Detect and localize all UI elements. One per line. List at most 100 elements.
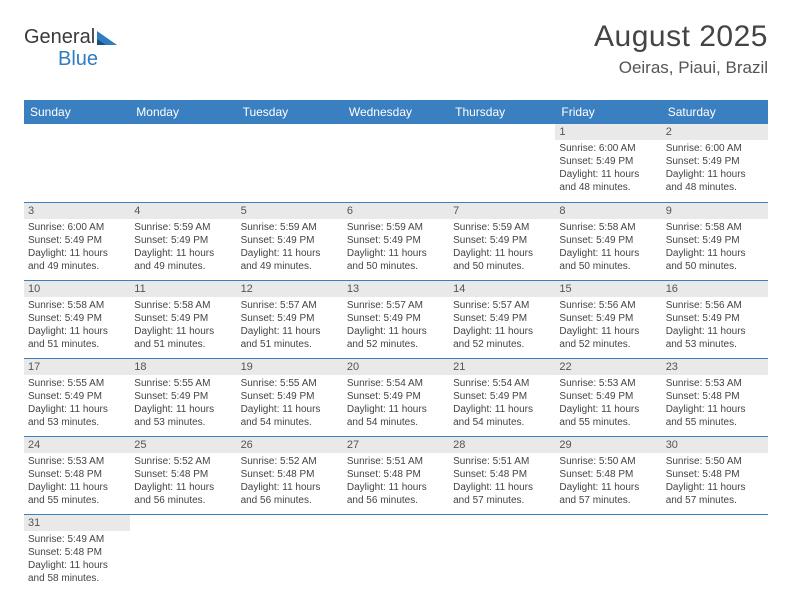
cell-line-sunrise: Sunrise: 5:51 AM — [453, 455, 551, 468]
day-number: 16 — [662, 281, 768, 297]
cell-line-daylight1: Daylight: 11 hours — [559, 247, 657, 260]
cell-line-sunset: Sunset: 5:49 PM — [134, 390, 232, 403]
day-number: 12 — [237, 281, 343, 297]
cell-line-daylight1: Daylight: 11 hours — [28, 247, 126, 260]
calendar-cell: 2Sunrise: 6:00 AMSunset: 5:49 PMDaylight… — [662, 124, 768, 202]
day-number: 18 — [130, 359, 236, 375]
cell-line-daylight1: Daylight: 11 hours — [347, 403, 445, 416]
day-number: 17 — [24, 359, 130, 375]
calendar-cell-empty — [555, 514, 661, 592]
calendar-cell: 31 Sunrise: 5:49 AMSunset: 5:48 PMDayligh… — [24, 514, 130, 592]
cell-line-daylight2: and 55 minutes. — [559, 416, 657, 429]
day-number: 29 — [555, 437, 661, 453]
calendar-cell: 5Sunrise: 5:59 AMSunset: 5:49 PMDaylight… — [237, 202, 343, 280]
cell-line-sunset: Sunset: 5:49 PM — [241, 390, 339, 403]
cell-body: Sunrise: 5:53 AMSunset: 5:49 PMDaylight:… — [559, 377, 657, 429]
cell-line-daylight2: and 56 minutes. — [134, 494, 232, 507]
cell-body: Sunrise: 5:52 AMSunset: 5:48 PMDaylight:… — [134, 455, 232, 507]
calendar-body: 1Sunrise: 6:00 AMSunset: 5:49 PMDaylight… — [24, 124, 768, 592]
cell-line-daylight2: and 52 minutes. — [453, 338, 551, 351]
cell-line-daylight1: Daylight: 11 hours — [453, 481, 551, 494]
cell-body: Sunrise: 5:55 AMSunset: 5:49 PMDaylight:… — [134, 377, 232, 429]
cell-body: Sunrise: 5:58 AMSunset: 5:49 PMDaylight:… — [134, 299, 232, 351]
calendar-cell: 17Sunrise: 5:55 AMSunset: 5:49 PMDayligh… — [24, 358, 130, 436]
cell-line-daylight2: and 57 minutes. — [453, 494, 551, 507]
cell-line-daylight1: Daylight: 11 hours — [666, 403, 764, 416]
calendar-row: 10Sunrise: 5:58 AMSunset: 5:49 PMDayligh… — [24, 280, 768, 358]
calendar-cell-empty — [662, 514, 768, 592]
cell-line-sunrise: Sunrise: 6:00 AM — [666, 142, 764, 155]
cell-line-sunset: Sunset: 5:48 PM — [666, 390, 764, 403]
day-number: 8 — [555, 203, 661, 219]
cell-line-sunset: Sunset: 5:49 PM — [453, 312, 551, 325]
cell-line-daylight2: and 55 minutes. — [28, 494, 126, 507]
cell-line-sunset: Sunset: 5:49 PM — [241, 234, 339, 247]
cell-line-daylight1: Daylight: 11 hours — [453, 403, 551, 416]
weekday-header: Saturday — [662, 100, 768, 124]
cell-body: Sunrise: 5:53 AMSunset: 5:48 PMDaylight:… — [666, 377, 764, 429]
cell-line-daylight2: and 53 minutes. — [134, 416, 232, 429]
cell-line-daylight2: and 51 minutes. — [241, 338, 339, 351]
cell-line-sunset: Sunset: 5:49 PM — [666, 155, 764, 168]
calendar-cell-empty — [237, 514, 343, 592]
cell-body: Sunrise: 5:58 AMSunset: 5:49 PMDaylight:… — [28, 299, 126, 351]
calendar-cell: 3Sunrise: 6:00 AMSunset: 5:49 PMDaylight… — [24, 202, 130, 280]
weekday-header: Monday — [130, 100, 236, 124]
day-number: 28 — [449, 437, 555, 453]
cell-body: Sunrise: 5:59 AMSunset: 5:49 PMDaylight:… — [134, 221, 232, 273]
day-number: 1 — [555, 124, 661, 140]
cell-line-sunset: Sunset: 5:49 PM — [347, 390, 445, 403]
calendar-cell-empty — [343, 124, 449, 202]
cell-line-daylight2: and 54 minutes. — [241, 416, 339, 429]
day-number: 30 — [662, 437, 768, 453]
cell-line-sunset: Sunset: 5:49 PM — [134, 312, 232, 325]
cell-line-daylight2: and 52 minutes. — [559, 338, 657, 351]
cell-line-sunset: Sunset: 5:48 PM — [666, 468, 764, 481]
day-number: 14 — [449, 281, 555, 297]
calendar-cell: 25 Sunrise: 5:52 AMSunset: 5:48 PMDayligh… — [130, 436, 236, 514]
cell-line-sunrise: Sunrise: 5:58 AM — [559, 221, 657, 234]
cell-line-sunrise: Sunrise: 5:57 AM — [347, 299, 445, 312]
cell-body: Sunrise: 5:59 AMSunset: 5:49 PMDaylight:… — [347, 221, 445, 273]
calendar-cell-empty — [343, 514, 449, 592]
cell-line-daylight1: Daylight: 11 hours — [28, 325, 126, 338]
cell-line-sunset: Sunset: 5:49 PM — [666, 312, 764, 325]
calendar-cell: 14Sunrise: 5:57 AMSunset: 5:49 PMDayligh… — [449, 280, 555, 358]
cell-line-sunset: Sunset: 5:49 PM — [559, 155, 657, 168]
day-number: 6 — [343, 203, 449, 219]
cell-body: Sunrise: 5:54 AMSunset: 5:49 PMDaylight:… — [453, 377, 551, 429]
cell-line-daylight1: Daylight: 11 hours — [666, 168, 764, 181]
calendar-table: SundayMondayTuesdayWednesdayThursdayFrid… — [24, 100, 768, 592]
calendar-cell-empty — [449, 124, 555, 202]
calendar-cell-empty — [24, 124, 130, 202]
cell-body: Sunrise: 5:52 AMSunset: 5:48 PMDaylight:… — [241, 455, 339, 507]
cell-line-sunrise: Sunrise: 5:55 AM — [28, 377, 126, 390]
cell-body: Sunrise: 5:55 AMSunset: 5:49 PMDaylight:… — [241, 377, 339, 429]
cell-line-sunrise: Sunrise: 5:50 AM — [559, 455, 657, 468]
calendar-cell: 22Sunrise: 5:53 AMSunset: 5:49 PMDayligh… — [555, 358, 661, 436]
cell-line-sunrise: Sunrise: 5:56 AM — [666, 299, 764, 312]
cell-line-sunset: Sunset: 5:49 PM — [666, 234, 764, 247]
cell-body: Sunrise: 6:00 AMSunset: 5:49 PMDaylight:… — [559, 142, 657, 194]
day-number: 25 — [130, 437, 236, 453]
cell-line-sunset: Sunset: 5:48 PM — [28, 546, 126, 559]
cell-line-sunrise: Sunrise: 5:58 AM — [666, 221, 764, 234]
cell-body: Sunrise: 5:51 AMSunset: 5:48 PMDaylight:… — [453, 455, 551, 507]
calendar-cell: 27Sunrise: 5:51 AMSunset: 5:48 PMDayligh… — [343, 436, 449, 514]
cell-line-daylight2: and 53 minutes. — [28, 416, 126, 429]
cell-line-sunrise: Sunrise: 5:59 AM — [134, 221, 232, 234]
cell-line-daylight1: Daylight: 11 hours — [666, 247, 764, 260]
day-number: 31 — [24, 515, 130, 531]
cell-line-daylight1: Daylight: 11 hours — [559, 168, 657, 181]
cell-line-daylight1: Daylight: 11 hours — [134, 325, 232, 338]
day-number: 10 — [24, 281, 130, 297]
cell-line-sunrise: Sunrise: 5:53 AM — [666, 377, 764, 390]
weekday-header: Tuesday — [237, 100, 343, 124]
calendar-cell: 18 Sunrise: 5:55 AMSunset: 5:49 PMDayligh… — [130, 358, 236, 436]
day-number: 24 — [24, 437, 130, 453]
day-number: 21 — [449, 359, 555, 375]
cell-body: Sunrise: 5:53 AMSunset: 5:48 PMDaylight:… — [28, 455, 126, 507]
cell-body: Sunrise: 5:49 AMSunset: 5:48 PMDaylight:… — [28, 533, 126, 585]
cell-line-sunrise: Sunrise: 5:57 AM — [241, 299, 339, 312]
cell-line-daylight1: Daylight: 11 hours — [347, 247, 445, 260]
